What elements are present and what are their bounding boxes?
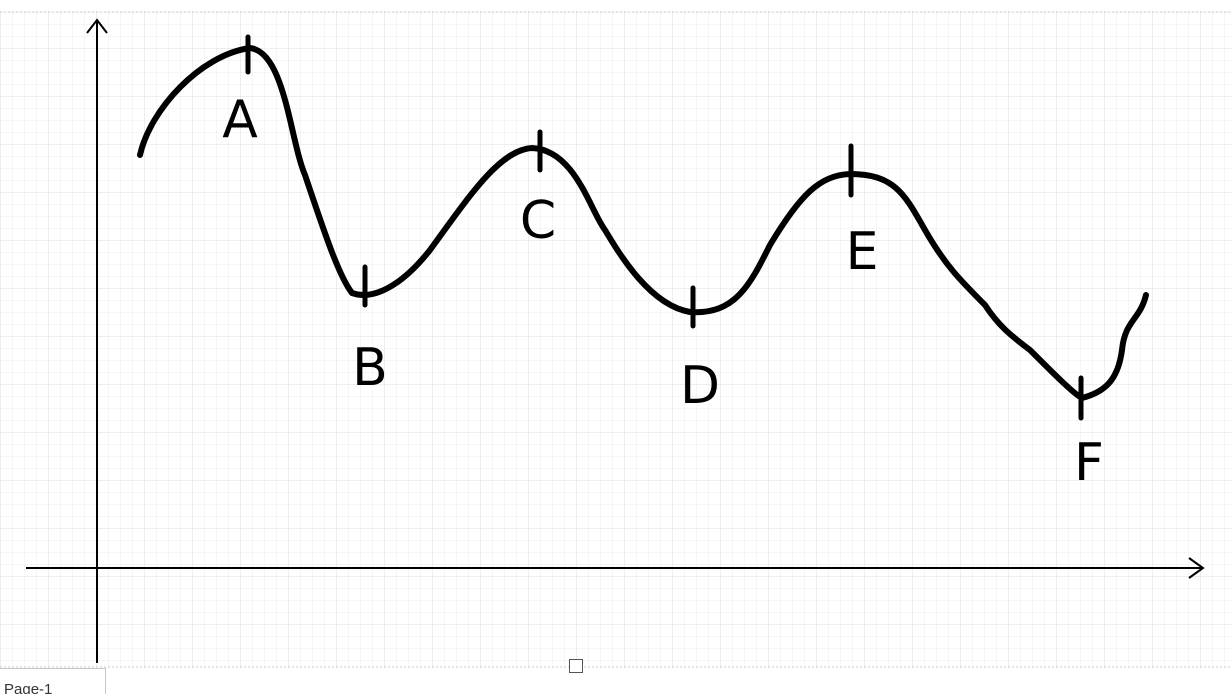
grid-background — [0, 12, 1232, 667]
point-label-d: D — [680, 356, 720, 416]
x-axis-arrow-icon — [1188, 557, 1205, 579]
point-labels: A B C D E F — [222, 90, 1104, 493]
y-axis-arrow-icon — [86, 18, 108, 34]
axes[interactable] — [26, 18, 1205, 663]
wave-curve[interactable] — [137, 45, 1149, 401]
point-label-e: E — [846, 222, 879, 282]
point-label-b: B — [352, 338, 388, 398]
point-ticks — [245, 34, 1084, 421]
square-handle-icon[interactable] — [569, 659, 583, 673]
point-label-f: F — [1074, 433, 1104, 493]
point-label-a: A — [222, 90, 258, 150]
page-tab[interactable]: Page-1 — [0, 668, 106, 694]
point-label-c: C — [520, 191, 556, 251]
